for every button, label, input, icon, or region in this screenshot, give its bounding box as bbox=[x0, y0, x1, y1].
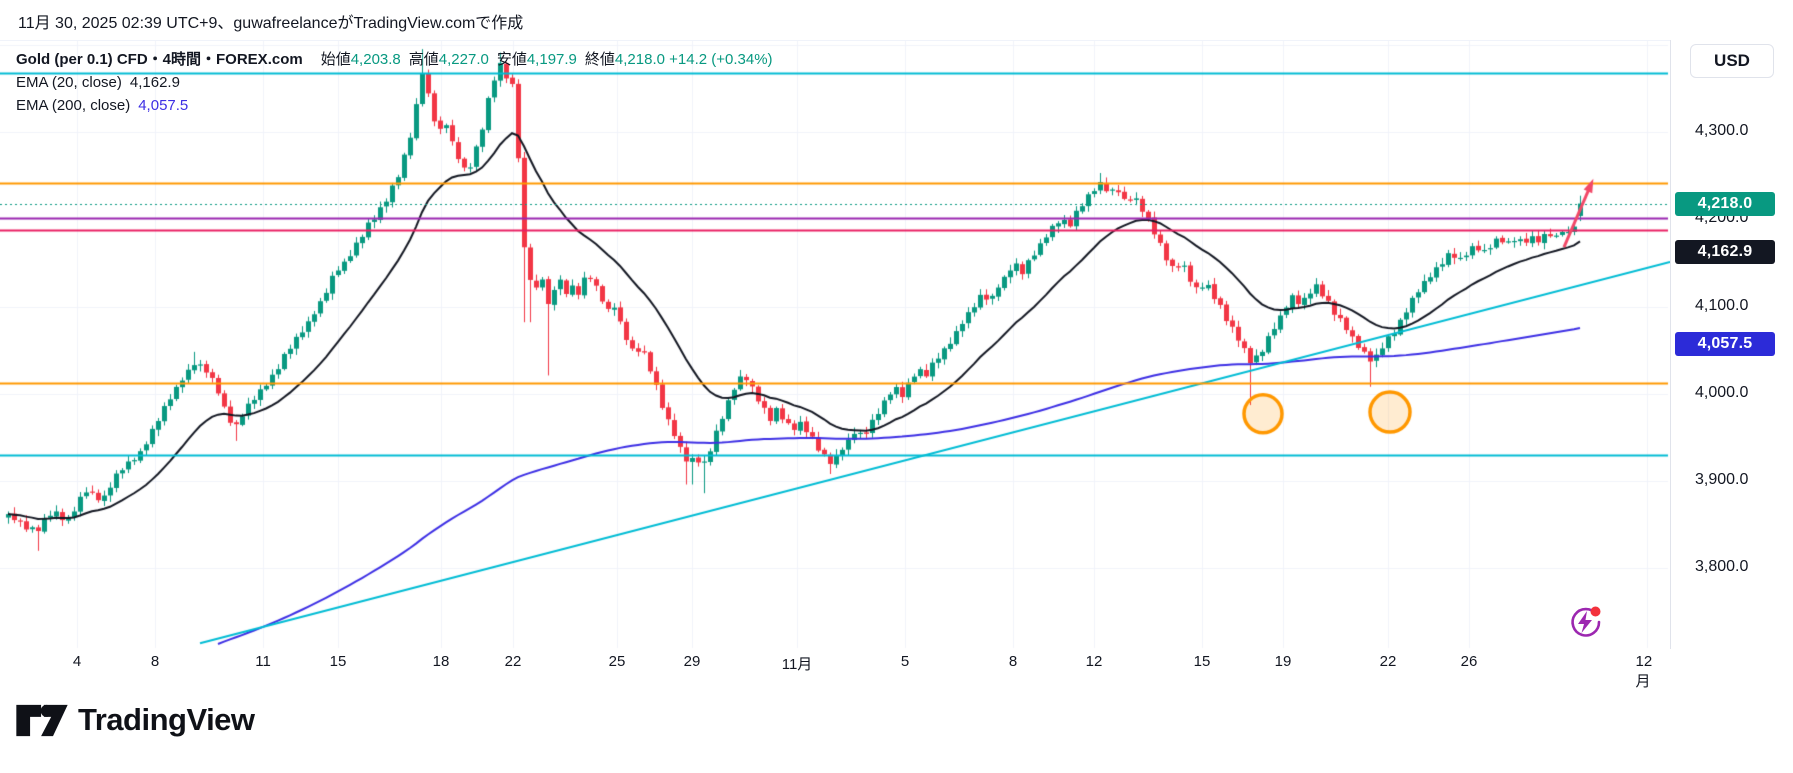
time-axis-label: 15 bbox=[1193, 653, 1211, 670]
time-axis-label: 29 bbox=[683, 653, 701, 670]
ema200-label: EMA (200, close) bbox=[16, 97, 131, 114]
chart-legend[interactable]: Gold (per 0.1) CFD・4時間・FOREX.com 始値4,203.… bbox=[16, 48, 773, 117]
time-axis-label: 12月 bbox=[1635, 653, 1653, 690]
time-axis-label: 11 bbox=[255, 653, 271, 670]
lightning-marker-icon[interactable] bbox=[1566, 603, 1604, 641]
time-axis[interactable]: 4 8 11 15 18 22 25 29 11月 5 8 12 15 19 22 26 12月 bbox=[0, 649, 1670, 690]
high-value: 4,227.0 bbox=[438, 51, 489, 68]
open-label: 始値 bbox=[320, 51, 351, 68]
change-value: +14.2 (+0.34%) bbox=[669, 51, 773, 68]
low-label: 安値 bbox=[496, 51, 527, 68]
time-axis-label: 22 bbox=[504, 653, 522, 670]
creation-note: 11月 30, 2025 02:39 UTC+9、guwafreelanceがT… bbox=[18, 15, 524, 32]
ema200-row[interactable]: EMA (200, close) 4,057.5 bbox=[16, 94, 773, 117]
time-axis-label: 15 bbox=[329, 653, 347, 670]
price-axis[interactable]: 4,300.0 4,200.0 4,100.0 4,000.0 3,900.0 3,800… bbox=[1670, 40, 1793, 649]
last-price-badge: 4,218.0 bbox=[1675, 191, 1775, 216]
time-axis-label: 22 bbox=[1379, 653, 1397, 670]
chart-canvas[interactable] bbox=[0, 40, 1670, 649]
close-value: 4,218.0 bbox=[614, 51, 665, 68]
tradingview-logo-icon bbox=[16, 704, 68, 736]
time-axis-label: 25 bbox=[608, 653, 626, 670]
time-axis-label: 11月 bbox=[781, 656, 813, 673]
ema20-value: 4,162.9 bbox=[129, 74, 180, 91]
ema200-value: 4,057.5 bbox=[138, 97, 189, 114]
time-axis-label: 12 bbox=[1085, 653, 1103, 670]
price-axis-label: 3,900.0 bbox=[1695, 471, 1749, 488]
symbol-row[interactable]: Gold (per 0.1) CFD・4時間・FOREX.com 始値4,203.… bbox=[16, 48, 773, 71]
tradingview-logo: TradingView bbox=[16, 702, 255, 738]
price-axis-label: 4,300.0 bbox=[1695, 122, 1749, 139]
price-axis-label: 3,800.0 bbox=[1695, 558, 1749, 576]
price-axis-label: 4,100.0 bbox=[1695, 296, 1749, 314]
high-label: 高値 bbox=[408, 51, 439, 68]
low-value: 4,197.9 bbox=[526, 51, 577, 68]
time-axis-label: 19 bbox=[1274, 653, 1292, 670]
ema20-badge: 4,162.9 bbox=[1675, 239, 1775, 264]
time-axis-label: 26 bbox=[1460, 653, 1478, 670]
ema20-label: EMA (20, close) bbox=[16, 74, 122, 91]
time-axis-label: 8 bbox=[150, 653, 160, 670]
symbol-title: Gold (per 0.1) CFD・4時間・FOREX.com bbox=[16, 51, 303, 68]
close-label: 終値 bbox=[584, 51, 615, 68]
ema20-row[interactable]: EMA (20, close) 4,162.9 bbox=[16, 71, 773, 94]
tradingview-logo-text: TradingView bbox=[78, 702, 255, 737]
time-axis-label: 5 bbox=[900, 653, 910, 670]
time-axis-label: 4 bbox=[72, 653, 82, 670]
price-axis-label: 4,000.0 bbox=[1695, 383, 1749, 401]
time-axis-label: 8 bbox=[1008, 653, 1018, 670]
ema200-badge: 4,057.5 bbox=[1675, 331, 1775, 356]
currency-button[interactable]: USD bbox=[1690, 44, 1774, 78]
time-axis-label: 18 bbox=[432, 653, 450, 670]
open-value: 4,203.8 bbox=[350, 51, 401, 68]
